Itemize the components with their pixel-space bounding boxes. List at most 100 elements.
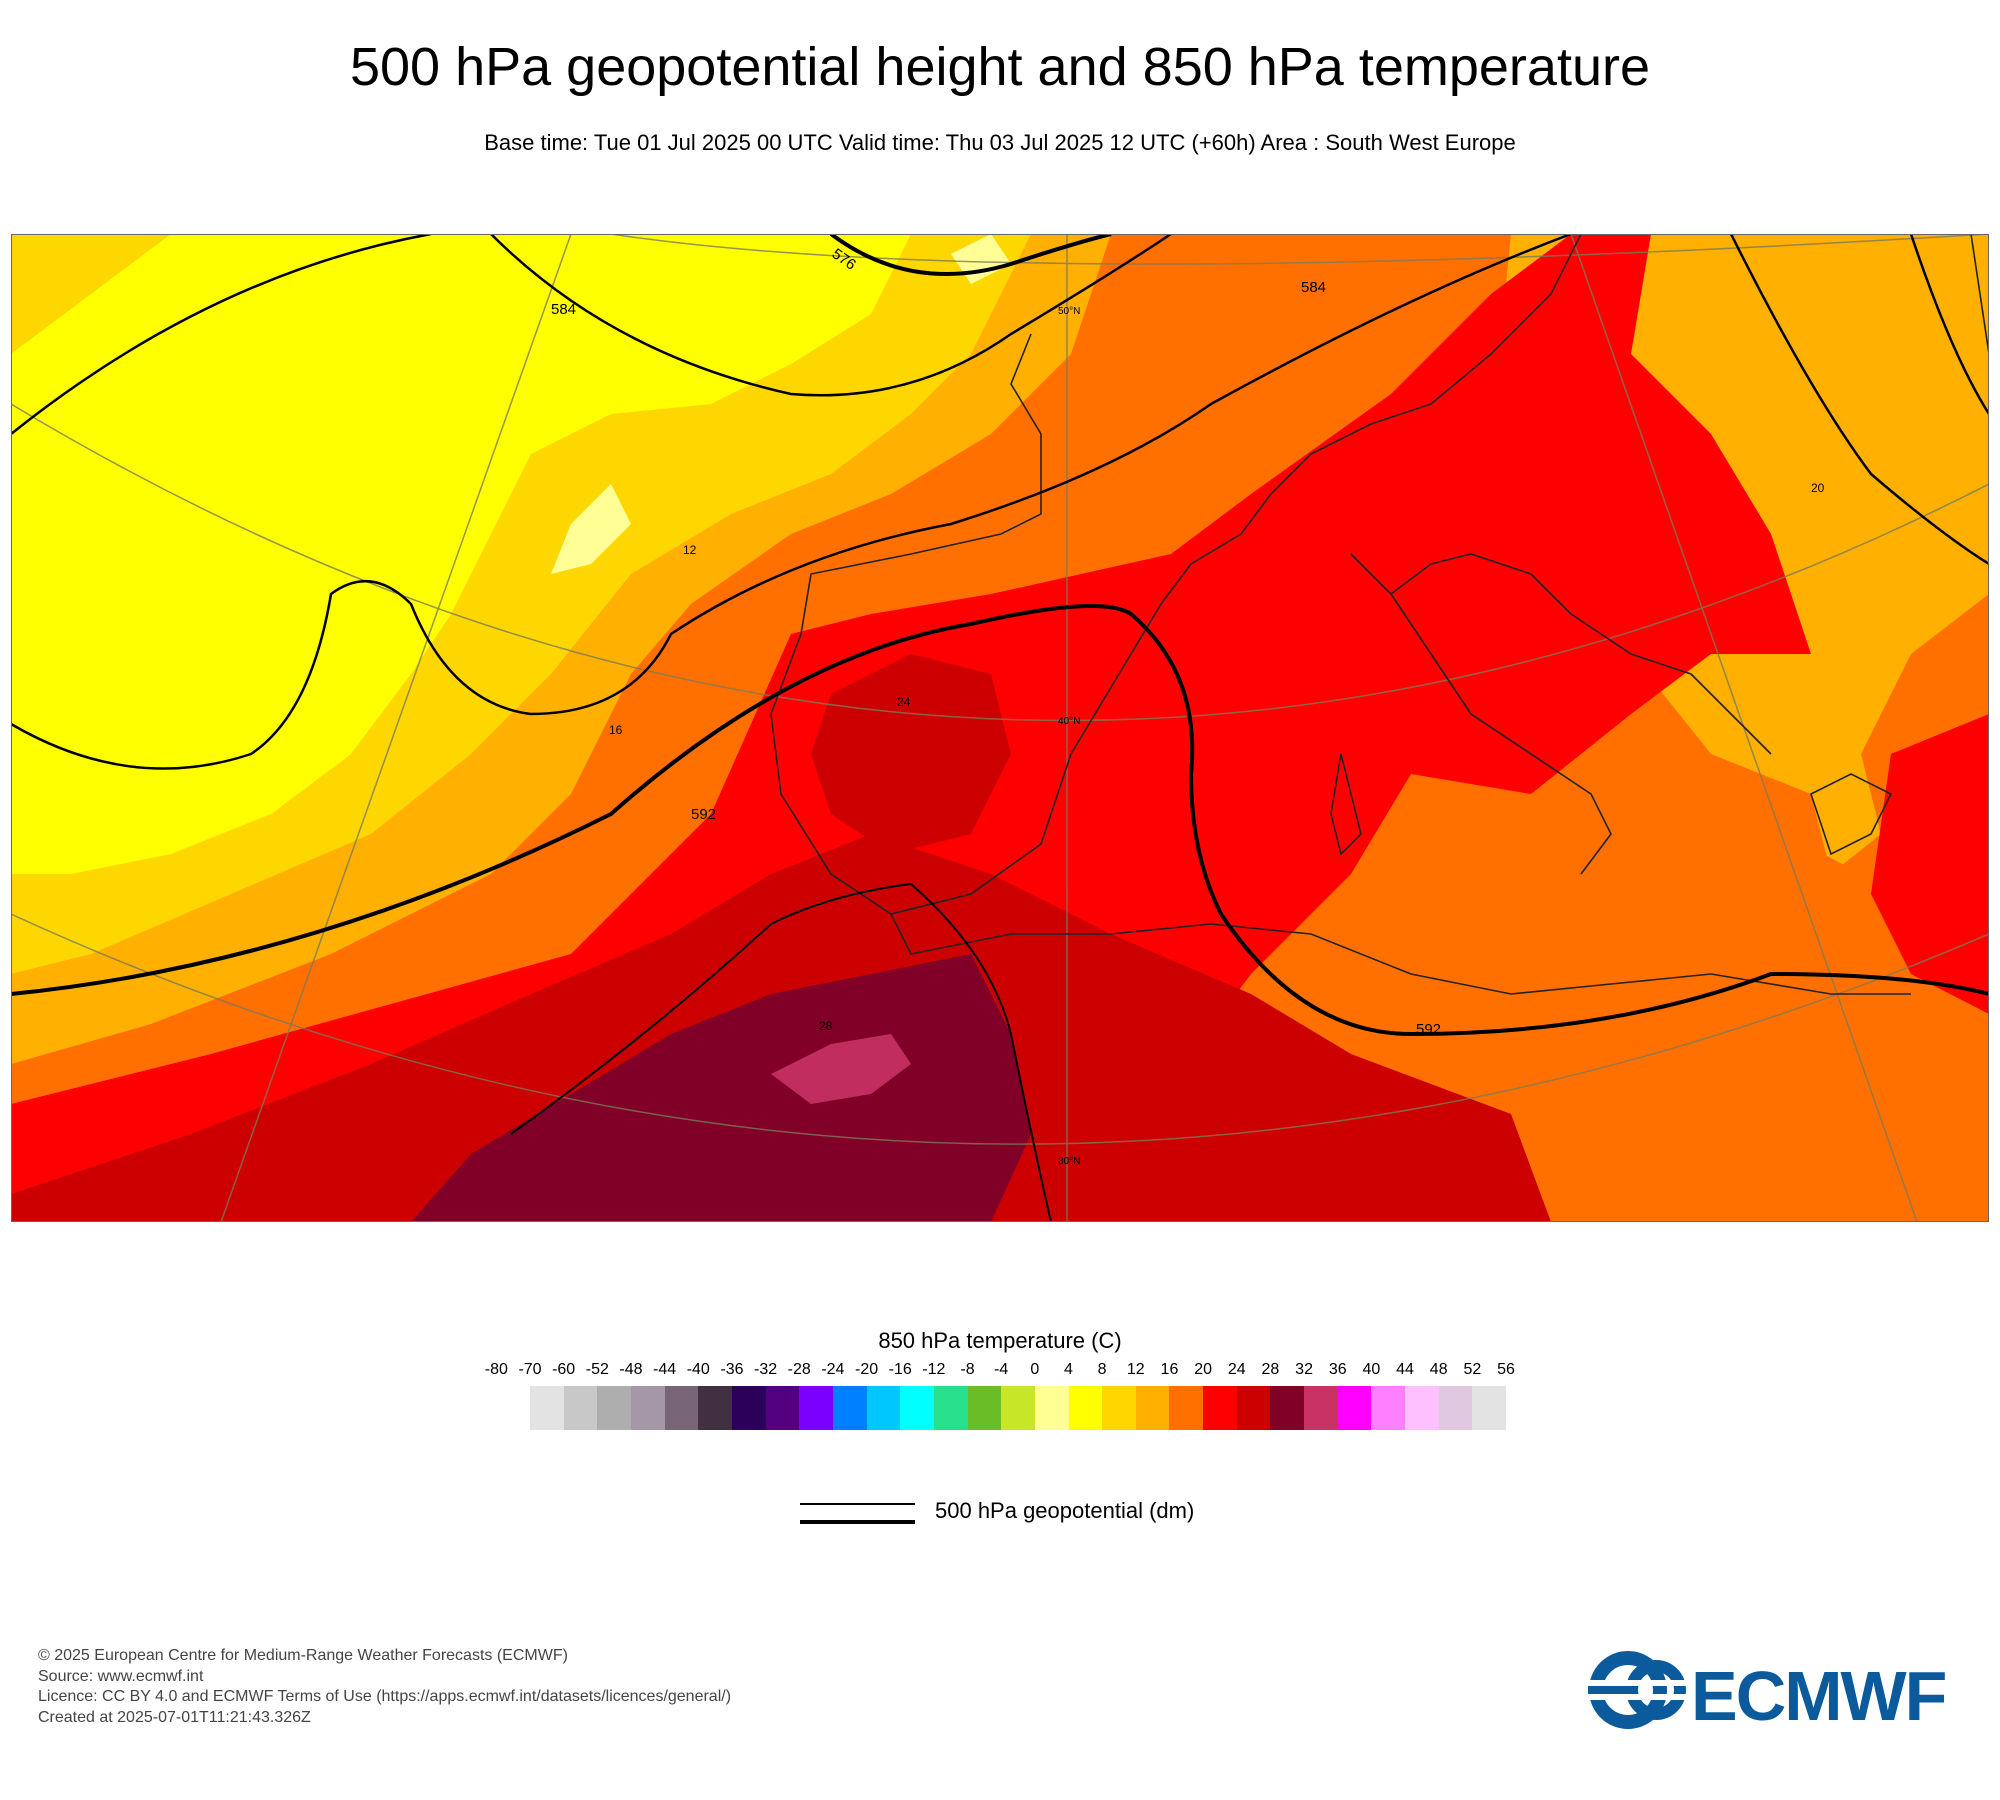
legend-tick-label: 16 — [1160, 1361, 1179, 1378]
legend-tick-label: -48 — [619, 1361, 643, 1378]
contour-584-ne2 — [1909, 234, 1989, 415]
legend-tick-label: 12 — [1126, 1361, 1145, 1378]
label-lat-50: 50°N — [1058, 306, 1080, 317]
legend-swatch — [1034, 1386, 1069, 1430]
footer-source: Source: www.ecmwf.int — [38, 1667, 204, 1685]
legend-tick-label: -70 — [518, 1361, 542, 1378]
legend-tick-label: -4 — [994, 1361, 1009, 1378]
legend-swatch — [630, 1386, 665, 1430]
weather-map: 576 584 584 592 592 12 16 20 24 28 50°N … — [11, 234, 1989, 1222]
legend-tick-label: -32 — [754, 1361, 778, 1378]
contour-key-thin-line — [800, 1503, 915, 1505]
legend-swatch — [832, 1386, 867, 1430]
graticule — [11, 234, 1989, 1222]
legend-tick-label: 0 — [1030, 1361, 1040, 1378]
legend-swatch — [1405, 1386, 1439, 1430]
legend-tick-label: 4 — [1064, 1361, 1073, 1378]
label-584-b: 584 — [1301, 279, 1326, 296]
legend-swatch — [698, 1386, 732, 1430]
legend-tick-label: -36 — [720, 1361, 744, 1378]
contour-key: 500 hPa geopotential (dm) — [800, 1496, 1300, 1536]
legend-tick-label: -60 — [552, 1361, 576, 1378]
chart-subtitle: Base time: Tue 01 Jul 2025 00 UTC Valid … — [484, 130, 1516, 155]
legend-swatch — [1304, 1386, 1338, 1430]
contour-584-ne — [1729, 234, 1989, 566]
ecmwf-logo-icon — [1588, 1651, 1688, 1729]
legend-ticks: -80 -70 -60 -52 -48 -44 -40 -36 -32 -28 -24 -20 -16-… — [0, 1361, 2000, 1383]
chart-title: 500 hPa geopotential height and 850 hPa … — [349, 37, 1650, 97]
footer-copyright: © 2025 European Centre for Medium-Range … — [38, 1647, 568, 1664]
contour-576 — [829, 234, 1112, 276]
legend-swatch — [530, 1386, 564, 1430]
legend-swatch — [967, 1386, 1002, 1430]
label-lat-40: 40°N — [1058, 716, 1080, 727]
ecmwf-logo-text: ECMWF — [1691, 1657, 1947, 1735]
temp-band-28-32 — [411, 954, 1031, 1222]
contour-584-west — [11, 234, 1572, 770]
legend-tick-label: 32 — [1295, 1361, 1313, 1378]
legend-tick-label: -80 — [484, 1361, 508, 1378]
label-584-a: 584 — [551, 301, 576, 318]
legend-swatch — [731, 1386, 766, 1430]
legend-swatch — [1102, 1386, 1136, 1430]
legend-swatch — [1371, 1386, 1406, 1430]
legend-tick-label: -24 — [821, 1361, 845, 1378]
temp-band-0-4 — [551, 484, 631, 574]
legend-tick-label: 40 — [1362, 1361, 1381, 1378]
legend-tick-label: -28 — [787, 1361, 811, 1378]
ecmwf-logo: ECMWF — [1588, 1650, 1966, 1735]
legend-tick-label: -16 — [888, 1361, 912, 1378]
label-592-a: 592 — [691, 806, 716, 823]
legend-swatch — [597, 1386, 631, 1430]
legend-swatch — [866, 1386, 901, 1430]
legend-swatch — [1337, 1386, 1372, 1430]
legend-tick-label: 24 — [1227, 1361, 1246, 1378]
legend-swatch — [1169, 1386, 1204, 1430]
label-temp-24: 24 — [897, 695, 911, 709]
legend-swatch — [799, 1386, 833, 1430]
contour-key-thick-line — [800, 1520, 915, 1524]
legend-tick-label: -12 — [922, 1361, 946, 1378]
temp-band-24-28-spain — [811, 654, 1011, 854]
contour-key-label: 500 hPa geopotential (dm) — [935, 1498, 1195, 1523]
legend-swatch — [1001, 1386, 1035, 1430]
legend-tick-label: 8 — [1097, 1361, 1107, 1378]
footer-credits: © 2025 European Centre for Medium-Range … — [38, 1646, 731, 1728]
legend-tick-label: 52 — [1463, 1361, 1482, 1378]
legend-swatch — [664, 1386, 699, 1430]
legend-tick-label: -52 — [585, 1361, 609, 1378]
legend-colorbar — [530, 1386, 1507, 1430]
legend-swatch — [933, 1386, 968, 1430]
temp-band-20-24-se — [1871, 714, 1989, 1014]
legend-tick-label: 44 — [1396, 1361, 1414, 1378]
label-lat-30: 30°N — [1058, 1156, 1080, 1167]
legend-tick-label: -20 — [854, 1361, 879, 1378]
legend-swatch — [1203, 1386, 1237, 1430]
temp-band-4-8 — [11, 234, 911, 874]
legend-swatch — [563, 1386, 598, 1430]
temp-band-32-36 — [771, 1034, 911, 1104]
contour-label-group: 576 584 584 592 592 12 16 20 24 28 50°N … — [551, 245, 1825, 1167]
legend-tick-label: 48 — [1429, 1361, 1448, 1378]
geopotential-contours — [11, 234, 1989, 1222]
label-temp-28: 28 — [819, 1019, 833, 1033]
legend-tick-label: -44 — [653, 1361, 677, 1378]
legend-title: 850 hPa temperature (C) — [878, 1328, 1122, 1353]
legend-swatch — [1068, 1386, 1103, 1430]
footer-licence: Licence: CC BY 4.0 and ECMWF Terms of Us… — [38, 1688, 732, 1705]
legend-swatch — [1236, 1386, 1271, 1430]
legend-tick-label: 56 — [1497, 1361, 1515, 1378]
legend-tick-label: 20 — [1194, 1361, 1212, 1378]
legend-swatch — [1270, 1386, 1305, 1430]
legend-swatch — [1438, 1386, 1473, 1430]
contour-592 — [11, 604, 1989, 1037]
contour-584-north — [11, 234, 1172, 435]
label-temp-12: 12 — [683, 543, 697, 557]
coastlines — [770, 234, 1989, 995]
label-temp-20: 20 — [1811, 481, 1825, 495]
legend-swatch — [1135, 1386, 1170, 1430]
legend-swatch — [1472, 1386, 1507, 1430]
legend-tick-label: -8 — [960, 1361, 975, 1378]
legend-tick-label: 36 — [1328, 1361, 1347, 1378]
legend-swatch — [900, 1386, 934, 1430]
